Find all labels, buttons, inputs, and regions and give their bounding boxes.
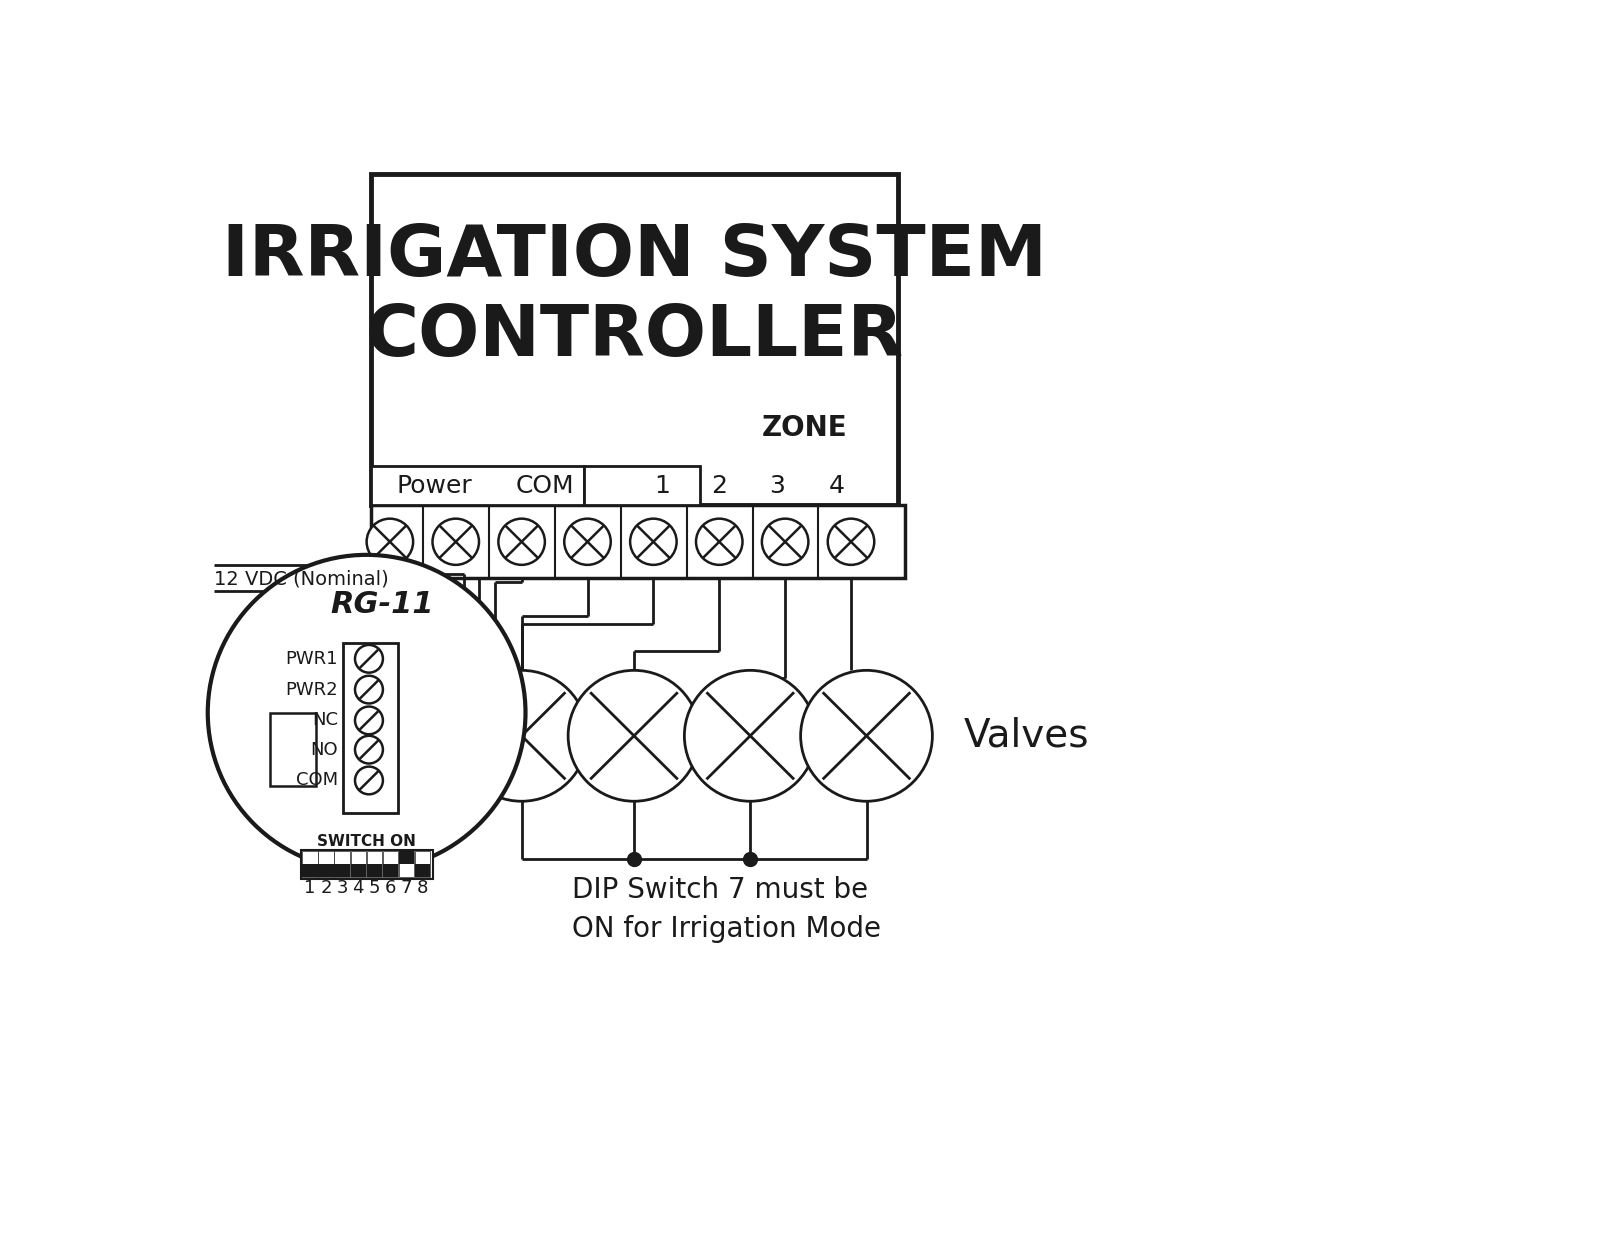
Circle shape bbox=[630, 518, 677, 565]
Circle shape bbox=[208, 555, 525, 871]
Text: 5: 5 bbox=[368, 880, 381, 897]
Bar bbox=[350, 851, 366, 877]
Text: 1: 1 bbox=[654, 473, 670, 497]
Text: IRRIGATION SYSTEM
CONTROLLER: IRRIGATION SYSTEM CONTROLLER bbox=[221, 222, 1046, 371]
Text: Valves: Valves bbox=[963, 717, 1090, 754]
Circle shape bbox=[355, 767, 382, 794]
Bar bbox=[270, 713, 317, 786]
Text: 6: 6 bbox=[384, 880, 397, 897]
Text: DIP Switch 7 must be
ON for Irrigation Mode: DIP Switch 7 must be ON for Irrigation M… bbox=[573, 876, 882, 943]
Text: 3: 3 bbox=[770, 473, 786, 497]
Circle shape bbox=[565, 518, 611, 565]
Bar bbox=[371, 505, 906, 579]
Text: 7: 7 bbox=[400, 880, 413, 897]
Bar bbox=[584, 467, 699, 505]
Circle shape bbox=[366, 518, 413, 565]
Bar bbox=[382, 851, 398, 877]
Bar bbox=[371, 173, 898, 505]
Text: RG-11: RG-11 bbox=[330, 590, 434, 620]
Circle shape bbox=[355, 675, 382, 704]
Circle shape bbox=[685, 670, 816, 801]
Text: 8: 8 bbox=[418, 880, 429, 897]
Bar bbox=[301, 850, 432, 878]
Bar bbox=[414, 865, 430, 877]
Circle shape bbox=[432, 518, 478, 565]
Bar bbox=[334, 851, 350, 877]
Text: 4: 4 bbox=[829, 473, 845, 497]
Text: 1: 1 bbox=[304, 880, 315, 897]
Circle shape bbox=[355, 645, 382, 673]
Bar bbox=[318, 851, 334, 877]
Text: PWR1: PWR1 bbox=[285, 650, 338, 668]
Bar bbox=[414, 851, 430, 877]
Text: 2: 2 bbox=[712, 473, 728, 497]
Text: COM: COM bbox=[515, 473, 574, 497]
Text: COM: COM bbox=[296, 772, 338, 789]
Bar bbox=[398, 851, 414, 865]
Text: NO: NO bbox=[310, 740, 338, 759]
Text: Power: Power bbox=[397, 473, 472, 497]
Bar bbox=[371, 467, 584, 505]
Text: NC: NC bbox=[312, 712, 338, 729]
Bar bbox=[344, 644, 398, 813]
Bar bbox=[366, 851, 382, 877]
Bar bbox=[382, 865, 398, 877]
Bar bbox=[302, 851, 318, 877]
Circle shape bbox=[800, 670, 933, 801]
Text: 12 VDC (Nominal): 12 VDC (Nominal) bbox=[214, 570, 389, 589]
Circle shape bbox=[355, 707, 382, 734]
Circle shape bbox=[762, 518, 808, 565]
Circle shape bbox=[827, 518, 874, 565]
Bar bbox=[334, 865, 350, 877]
Bar bbox=[398, 851, 414, 877]
Circle shape bbox=[696, 518, 742, 565]
Text: 4: 4 bbox=[352, 880, 363, 897]
Circle shape bbox=[568, 670, 699, 801]
Bar bbox=[350, 865, 366, 877]
Circle shape bbox=[355, 735, 382, 763]
Circle shape bbox=[498, 518, 546, 565]
Circle shape bbox=[456, 670, 587, 801]
Text: ZONE: ZONE bbox=[762, 414, 848, 442]
Text: 2: 2 bbox=[320, 880, 331, 897]
Bar bbox=[318, 865, 334, 877]
Bar bbox=[366, 865, 382, 877]
Bar bbox=[302, 865, 318, 877]
Text: 3: 3 bbox=[336, 880, 347, 897]
Text: PWR2: PWR2 bbox=[285, 680, 338, 699]
Text: SWITCH ON: SWITCH ON bbox=[317, 833, 416, 848]
